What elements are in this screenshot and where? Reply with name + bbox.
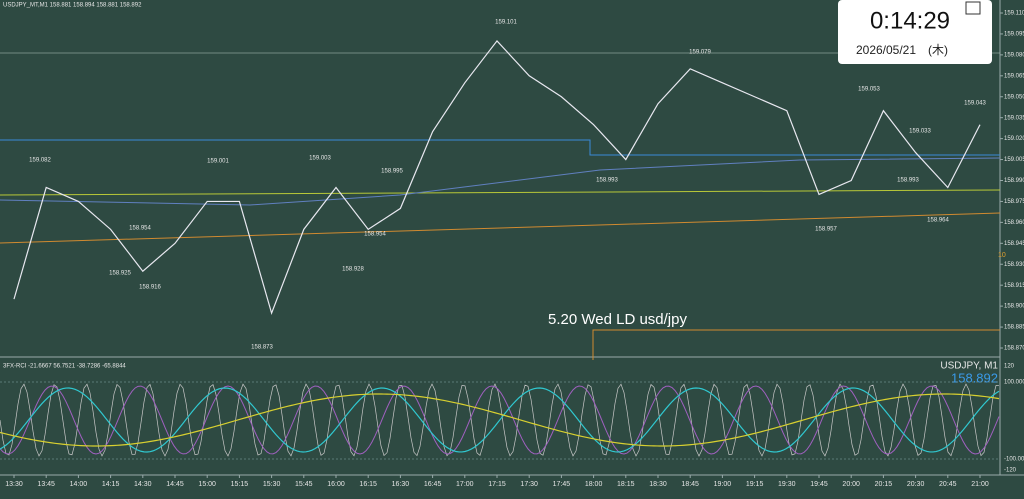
oscillator-info: 3FX-RCI -21.6667 56.7521 -38.7286 -65.88… bbox=[3, 364, 126, 370]
time-tick-label: 16:00 bbox=[327, 481, 345, 488]
oscillator-curve bbox=[0, 387, 1000, 453]
gold-level bbox=[592, 329, 1000, 360]
time-tick-label: 15:30 bbox=[263, 481, 281, 488]
time-tick-label: 17:00 bbox=[456, 481, 474, 488]
time-tick-label: 13:45 bbox=[37, 481, 55, 488]
time-tick-label: 19:15 bbox=[746, 481, 764, 488]
price-tick-label: 158.990 bbox=[1004, 178, 1024, 184]
price-label: 158.954 bbox=[364, 232, 386, 238]
oscillator-curve bbox=[0, 385, 1000, 455]
price-label: 159.101 bbox=[495, 20, 517, 26]
time-tick-label: 16:30 bbox=[392, 481, 410, 488]
price-label: 159.079 bbox=[689, 50, 711, 56]
time-tick-label: 18:15 bbox=[617, 481, 635, 488]
price-tick-label: 158.900 bbox=[1004, 304, 1024, 310]
time-tick-label: 20:30 bbox=[907, 481, 925, 488]
dynamic-layer: 159.110 159.095 159.080 159.065 159.050 159.0… bbox=[0, 11, 1024, 488]
time-tick-label: 21:00 bbox=[971, 481, 989, 488]
price-tick-label: 158.870 bbox=[1004, 346, 1024, 352]
time-tick-label: 18:30 bbox=[649, 481, 667, 488]
price-tick-label: 158.885 bbox=[1004, 325, 1024, 331]
price-label: 158.993 bbox=[596, 178, 618, 184]
time-tick-label: 20:45 bbox=[939, 481, 957, 488]
price-tick-label: 158.960 bbox=[1004, 220, 1024, 226]
price-label: 159.082 bbox=[29, 158, 51, 164]
last-price: 158.892 bbox=[951, 370, 998, 385]
time-tick-label: 14:15 bbox=[102, 481, 120, 488]
oscillator-tick-label: 120 bbox=[1004, 364, 1015, 370]
ma-blue bbox=[0, 157, 1001, 206]
time-tick-label: 14:45 bbox=[166, 481, 184, 488]
price-label: 159.053 bbox=[858, 87, 880, 93]
price-tick-label: 159.080 bbox=[1004, 52, 1024, 58]
time-tick-label: 18:45 bbox=[681, 481, 699, 488]
time-tick-label: 17:45 bbox=[553, 481, 571, 488]
time-tick-label: 14:30 bbox=[134, 481, 152, 488]
price-label: 158.964 bbox=[927, 218, 949, 224]
price-tick-label: 159.110 bbox=[1004, 11, 1024, 17]
oscillator-curve bbox=[0, 383, 1000, 457]
time-tick-label: 17:30 bbox=[520, 481, 538, 488]
price-tick-label: 159.020 bbox=[1004, 136, 1024, 142]
price-tick-label: 159.035 bbox=[1004, 115, 1024, 121]
price-label: 158.928 bbox=[342, 267, 364, 273]
clock-button[interactable] bbox=[965, 1, 981, 15]
price-label: 159.043 bbox=[964, 101, 986, 107]
time-tick-label: 15:15 bbox=[231, 481, 249, 488]
annotation: 5.20 Wed LD usd/jpy bbox=[548, 311, 687, 328]
price-label: 159.033 bbox=[909, 129, 931, 135]
oscillator-tick-label: 100.0000 bbox=[1004, 380, 1024, 386]
price-label: 158.995 bbox=[381, 169, 403, 175]
time-tick-label: 20:15 bbox=[875, 481, 893, 488]
oscillator-curve bbox=[0, 393, 1000, 447]
price-label: 158.873 bbox=[251, 345, 273, 351]
price-tick-label: 158.915 bbox=[1004, 283, 1024, 289]
time-tick-label: 15:00 bbox=[198, 481, 216, 488]
price-tick-label: 159.050 bbox=[1004, 94, 1024, 100]
price-tick-label: 159.005 bbox=[1004, 157, 1024, 163]
price-label: 158.954 bbox=[129, 226, 151, 232]
price-tick-label: 158.930 bbox=[1004, 262, 1024, 268]
time-tick-label: 19:30 bbox=[778, 481, 796, 488]
yellow-level bbox=[0, 189, 1001, 196]
oscillator-symbol: USDJPY, M1 bbox=[940, 361, 998, 372]
time-tick-label: 19:45 bbox=[810, 481, 828, 488]
clock-date: 2026/05/21 (木) bbox=[856, 43, 948, 57]
price-label: 159.003 bbox=[309, 156, 331, 162]
price-label: 159.001 bbox=[207, 159, 229, 165]
time-tick-label: 20:00 bbox=[842, 481, 860, 488]
time-tick-label: 18:00 bbox=[585, 481, 603, 488]
price-label: 158.925 bbox=[109, 271, 131, 277]
time-tick-label: 16:15 bbox=[359, 481, 377, 488]
price-tick-label: 159.095 bbox=[1004, 32, 1024, 38]
time-tick-label: 19:00 bbox=[714, 481, 732, 488]
time-tick-label: 14:00 bbox=[70, 481, 88, 488]
price-tick-label: 158.975 bbox=[1004, 199, 1024, 205]
side-value: 10 bbox=[998, 252, 1006, 259]
price-tick-label: 159.065 bbox=[1004, 73, 1024, 79]
oscillator-tick-label: -120 bbox=[1004, 468, 1017, 474]
time-tick-label: 15:45 bbox=[295, 481, 313, 488]
price-label: 158.993 bbox=[897, 178, 919, 184]
price-line bbox=[13, 39, 981, 315]
orange-trend bbox=[0, 212, 1001, 244]
price-tick-label: 158.945 bbox=[1004, 241, 1024, 247]
clock-time: 0:14:29 bbox=[870, 7, 950, 34]
oscillator-tick-label: -100.0000 bbox=[1004, 457, 1024, 463]
time-tick-label: 13:30 bbox=[5, 481, 23, 488]
clock-box bbox=[838, 0, 992, 64]
price-label: 158.916 bbox=[139, 285, 161, 291]
time-tick-label: 16:45 bbox=[424, 481, 442, 488]
symbol-info: USDJPY_MT,M1 158.881 158.894 158.881 158… bbox=[3, 3, 142, 9]
price-label: 158.957 bbox=[815, 227, 837, 233]
blue-level bbox=[0, 139, 1000, 156]
time-tick-label: 17:15 bbox=[488, 481, 506, 488]
